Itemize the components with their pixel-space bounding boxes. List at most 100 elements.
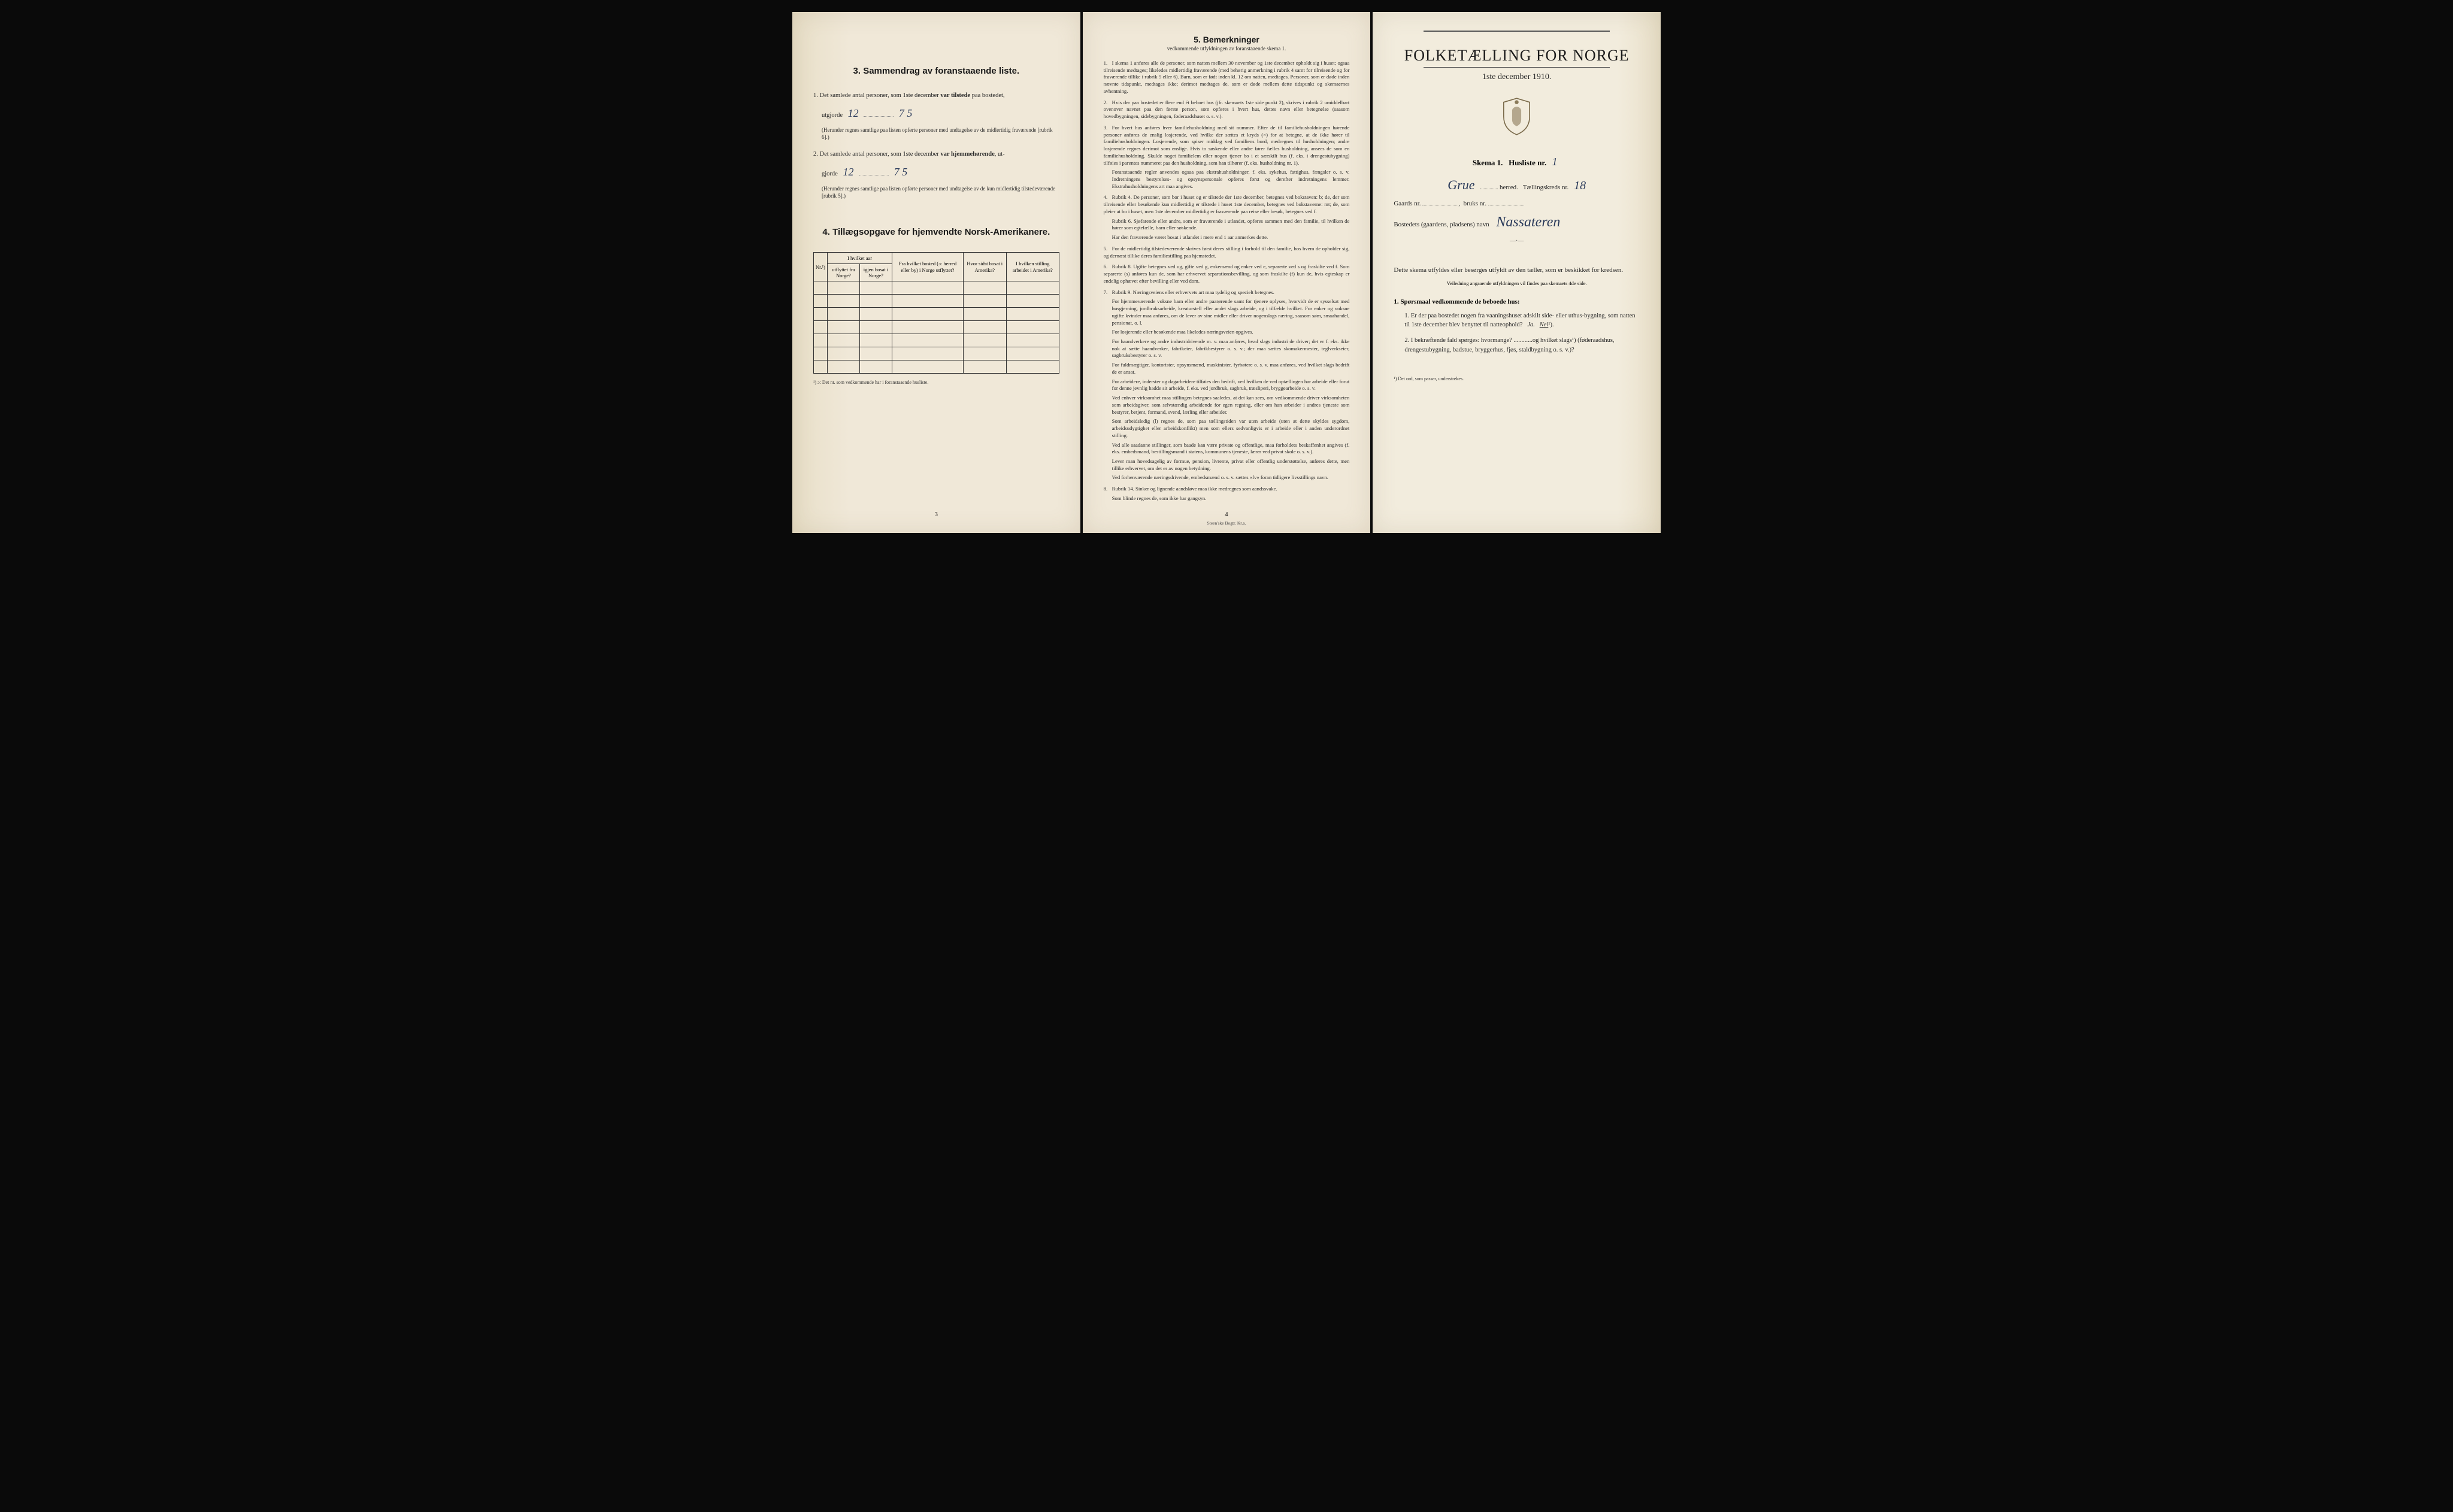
col-aar-head: I hvilket aar: [828, 252, 892, 263]
note-6: 6.Rubrik 8. Ugifte betegnes ved ug, gift…: [1104, 263, 1350, 284]
bosted-line: Bostedets (gaardens, pladsens) navn Nass…: [1394, 214, 1640, 231]
note-7-p6: Ved enhver virksomhet maa stillingen bet…: [1112, 395, 1350, 416]
section4-heading: 4. Tillægsopgave for hjemvendte Norsk-Am…: [813, 227, 1059, 237]
note-5-text: For de midlertidig tilstedeværende skriv…: [1104, 246, 1350, 259]
note-5: 5.For de midlertidig tilstedeværende skr…: [1104, 246, 1350, 259]
col-fra-bosted: Fra hvilket bosted (ɔ: herred eller by) …: [892, 252, 964, 281]
q1-sup: ¹).: [1548, 322, 1553, 328]
table-row: [814, 334, 1059, 347]
instruction-sub: Veiledning angaaende utfyldningen vil fi…: [1394, 280, 1640, 286]
note-8: 8.Rubrik 14. Sinker og lignende aandsløv…: [1104, 486, 1350, 502]
question-2: 2. I bekræftende fald spørges: hvormange…: [1404, 336, 1640, 355]
page-right: FOLKETÆLLING FOR NORGE 1ste december 191…: [1373, 12, 1661, 533]
subtitle-date: 1ste december 1910.: [1394, 72, 1640, 82]
note-7-p9: Lever man hovedsagelig av formue, pensio…: [1112, 458, 1350, 472]
q1-text: 1. Er der paa bostedet nogen fra vaaning…: [1404, 313, 1635, 329]
col-hvor-sidst: Hvor sidst bosat i Amerika?: [963, 252, 1006, 281]
table-row: [814, 360, 1059, 374]
gaards-line: Gaards nr. , bruks nr.: [1394, 200, 1640, 207]
table-footnote: ¹) ɔ: Det nr. som vedkommende har i fora…: [813, 380, 1059, 385]
questions-heading: 1. Spørsmaal vedkommende de beboede hus:: [1394, 298, 1640, 305]
bosted-label: Bostedets (gaardens, pladsens) navn: [1394, 221, 1489, 228]
section3-sub2: (Herunder regnes samtlige paa listen opf…: [822, 185, 1059, 200]
note-4-extra1: Rubrik 6. Sjøfarende eller andre, som er…: [1112, 218, 1350, 232]
herred-line: Grue herred. Tællingskreds nr. 18: [1394, 177, 1640, 193]
note-7-p3: For haandverkere og andre industridriven…: [1112, 338, 1350, 359]
item1-suffix: paa bostedet,: [970, 92, 1004, 99]
document-spread: 3. Sammendrag av foranstaaende liste. 1.…: [792, 12, 1661, 533]
col-utflyttet: utflyttet fra Norge?: [828, 264, 860, 281]
item2-bold: var hjemmehørende: [940, 151, 994, 157]
section3-sub1: (Herunder regnes samtlige paa listen opf…: [822, 126, 1059, 141]
value-1a: 12: [848, 105, 859, 122]
gjorde-label: gjorde: [822, 171, 838, 177]
note-7-p10: Ved forhenværende næringsdrivende, embed…: [1112, 474, 1350, 481]
note-7: 7.Rubrik 9. Næringsveiens eller erhverve…: [1104, 289, 1350, 482]
bemerkninger-heading: 5. Bemerkninger: [1104, 35, 1350, 44]
bosted-value: Nassateren: [1496, 214, 1560, 231]
note-7-p8: Ved alle saadanne stillinger, som baade …: [1112, 442, 1350, 456]
skema-label: Skema 1.: [1473, 158, 1503, 167]
note-4-extra2: Har den fraværende været bosat i utlande…: [1112, 234, 1350, 241]
husliste-label: Husliste nr.: [1509, 158, 1546, 167]
q1-nei: Nei: [1540, 322, 1549, 328]
section3-heading: 3. Sammendrag av foranstaaende liste.: [813, 66, 1059, 76]
page-number: 4: [1104, 511, 1350, 518]
main-title: FOLKETÆLLING FOR NORGE: [1394, 47, 1640, 65]
value-2a: 12: [843, 164, 853, 180]
table-row: [814, 295, 1059, 308]
notes-list: 1.I skema 1 anføres alle de personer, so…: [1104, 60, 1350, 502]
item2-suffix: , ut-: [995, 151, 1005, 157]
note-3: 3.For hvert hus anføres hver familiehush…: [1104, 125, 1350, 190]
note-2: 2.Hvis der paa bostedet er flere end ét …: [1104, 99, 1350, 120]
page-center: 5. Bemerkninger vedkommende utfyldningen…: [1083, 12, 1371, 533]
note-8-text: Rubrik 14. Sinker og lignende aandsløve …: [1112, 486, 1277, 492]
note-4-text: Rubrik 4. De personer, som bor i huset o…: [1104, 194, 1350, 214]
item2-prefix: 2. Det samlede antal personer, som 1ste …: [813, 151, 940, 157]
page-left: 3. Sammendrag av foranstaaende liste. 1.…: [792, 12, 1080, 533]
tillaeg-table: Nr.¹) I hvilket aar Fra hvilket bosted (…: [813, 252, 1059, 374]
note-7-p4: For fuldmægtiger, kontorister, opsynsmæn…: [1112, 362, 1350, 375]
note-7-p5: For arbeidere, inderster og dagarbeidere…: [1112, 378, 1350, 392]
note-7-body: For hjemmeværende voksne barn eller andr…: [1112, 298, 1350, 326]
col-igjen-bosat: igjen bosat i Norge?: [859, 264, 892, 281]
section3-item2: 2. Det samlede antal personer, som 1ste …: [813, 150, 1059, 159]
col-stilling: I hvilken stilling arbeidet i Amerika?: [1006, 252, 1059, 281]
note-4: 4.Rubrik 4. De personer, som bor i huset…: [1104, 194, 1350, 241]
page3-footnote: ¹) Det ord, som passer, understrekes.: [1394, 376, 1640, 381]
value-2b: 7 5: [894, 164, 908, 180]
note-3-extra: Foranstaaende regler anvendes ogsaa paa …: [1112, 169, 1350, 190]
table-row: [814, 308, 1059, 321]
note-7-text: Rubrik 9. Næringsveiens eller erhvervets…: [1112, 289, 1274, 295]
note-6-text: Rubrik 8. Ugifte betegnes ved ug, gifte …: [1104, 263, 1350, 283]
gjorde-line2: gjorde 12 7 5: [822, 164, 1059, 180]
gaards-label: Gaards nr.: [1394, 200, 1421, 207]
table-row: [814, 347, 1059, 360]
husliste-nr: 1: [1552, 156, 1558, 168]
note-7-p2: For losjerende eller besøkende maa likel…: [1112, 329, 1350, 336]
utgjorde-label: utgjorde: [822, 112, 843, 119]
taellingskreds-nr: 18: [1574, 179, 1586, 193]
question-1: 1. Er der paa bostedet nogen fra vaaning…: [1404, 311, 1640, 331]
utgjorde-line1: utgjorde 12 7 5: [822, 105, 1059, 122]
skema-line: Skema 1. Husliste nr. 1: [1394, 156, 1640, 168]
item1-prefix: 1. Det samlede antal personer, som 1ste …: [813, 92, 940, 99]
printer-note: Steen'ske Bogtr. Kr.a.: [1104, 520, 1350, 526]
item1-bold: var tilstede: [940, 92, 970, 99]
coat-of-arms-icon: [1394, 97, 1640, 141]
q1-ja: Ja.: [1527, 322, 1535, 328]
note-2-text: Hvis der paa bostedet er flere end ét be…: [1104, 99, 1350, 119]
section3-item1: 1. Det samlede antal personer, som 1ste …: [813, 91, 1059, 101]
note-8-extra: Som blinde regnes de, som ikke har gangs…: [1112, 495, 1350, 502]
note-1: 1.I skema 1 anføres alle de personer, so…: [1104, 60, 1350, 95]
taellingskreds-label: Tællingskreds nr.: [1523, 184, 1568, 191]
table-row: [814, 281, 1059, 295]
note-1-text: I skema 1 anføres alle de personer, som …: [1104, 60, 1350, 94]
page-number: 3: [792, 511, 1080, 518]
note-3-text: For hvert hus anføres hver familiehushol…: [1104, 125, 1350, 166]
note-7-p7: Som arbeidsledig (l) regnes de, som paa …: [1112, 418, 1350, 439]
title-rule-mid: [1424, 67, 1610, 68]
table-row: [814, 321, 1059, 334]
value-1b: 7 5: [899, 105, 913, 122]
herred-label: herred.: [1500, 184, 1518, 191]
